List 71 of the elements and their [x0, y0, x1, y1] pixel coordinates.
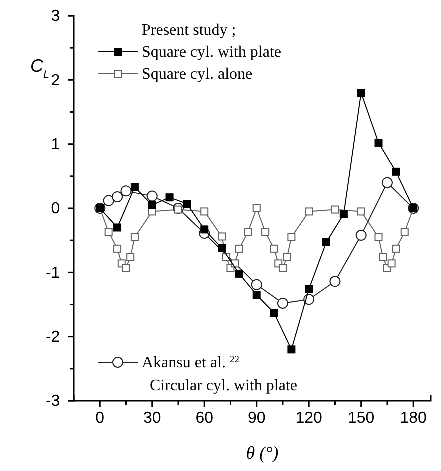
point [252, 204, 261, 212]
point [356, 230, 367, 241]
legend-label: Square cyl. with plate [142, 44, 282, 61]
point [146, 190, 158, 202]
point [322, 238, 331, 247]
point [278, 264, 287, 272]
legend-label: Akansu et al. $^{22}$ [142, 354, 240, 372]
point [331, 206, 340, 214]
point [130, 183, 139, 192]
x-tick-label: 120 [296, 410, 323, 428]
point [120, 186, 132, 197]
x-tick-label: 150 [348, 410, 375, 428]
point [148, 201, 156, 210]
point [357, 208, 366, 216]
point [382, 177, 393, 188]
point [270, 309, 278, 318]
point [218, 232, 226, 241]
point [112, 191, 124, 202]
point [218, 244, 226, 252]
x-tick-label: 0 [96, 410, 105, 428]
y-tick-label: -3 [46, 393, 60, 410]
point [244, 228, 252, 236]
point [104, 228, 113, 236]
point [174, 206, 182, 214]
point [277, 298, 288, 309]
point [270, 244, 278, 253]
point [251, 279, 262, 290]
point [103, 195, 114, 206]
y-axis-title: C$_{L}$ [30, 56, 50, 81]
legend-title: Present study ; [142, 22, 236, 39]
y-tick-label: 3 [51, 8, 60, 26]
point [252, 291, 261, 300]
point [126, 253, 135, 262]
point [374, 139, 383, 148]
point [200, 208, 209, 216]
x-axis-title: θ (°) [246, 443, 279, 463]
point [288, 233, 296, 242]
point [283, 253, 292, 262]
point [305, 285, 314, 294]
y-tick-label: 2 [51, 72, 60, 90]
x-tick-label: 60 [196, 410, 214, 428]
point [379, 253, 388, 262]
point [114, 224, 122, 232]
point [122, 264, 130, 272]
point [288, 346, 296, 354]
point [392, 244, 400, 253]
point [114, 244, 122, 253]
point [340, 210, 348, 218]
point [305, 208, 314, 216]
x-tick-label: 180 [400, 410, 428, 428]
y-tick-label: 1 [51, 136, 60, 154]
y-tick-label: 0 [51, 200, 60, 218]
y-tick-label: -2 [46, 328, 60, 346]
point [183, 200, 192, 208]
point [330, 276, 341, 288]
point [166, 194, 174, 202]
point [200, 226, 209, 234]
y-tick-label: -1 [46, 264, 60, 282]
point [235, 270, 244, 278]
point [262, 228, 270, 236]
point [235, 244, 244, 253]
point [388, 260, 396, 268]
legend-label: Square cyl. alone [142, 66, 253, 83]
point [130, 233, 139, 242]
point [374, 233, 383, 242]
annotation: Circular cyl. with plate [150, 378, 298, 394]
x-tick-label: 30 [143, 410, 162, 428]
point [357, 89, 366, 97]
x-tick-label: 90 [248, 410, 266, 428]
point [400, 228, 409, 236]
point [392, 168, 400, 176]
